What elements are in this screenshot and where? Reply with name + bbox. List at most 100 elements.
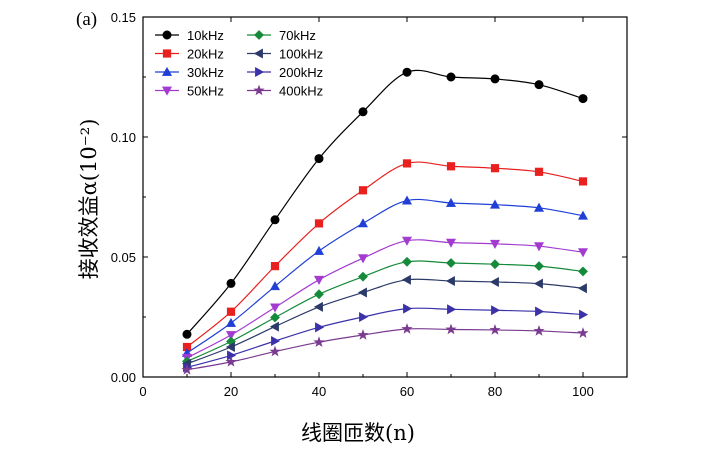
data-point bbox=[445, 238, 457, 248]
data-point bbox=[401, 236, 413, 246]
data-point bbox=[225, 355, 237, 367]
legend-label: 50kHz bbox=[187, 84, 224, 99]
data-point bbox=[358, 186, 368, 195]
legend-marker bbox=[161, 66, 173, 76]
data-point bbox=[182, 329, 192, 339]
legend-item-10kHz: 10kHz bbox=[155, 28, 224, 43]
data-point bbox=[313, 245, 325, 255]
series-line bbox=[186, 198, 584, 354]
x-tick-label: 80 bbox=[488, 384, 502, 399]
series-400kHz bbox=[181, 323, 589, 375]
x-tick-label: 60 bbox=[400, 384, 414, 399]
data-point bbox=[578, 94, 588, 104]
legend-label: 100kHz bbox=[279, 47, 323, 62]
data-point bbox=[226, 307, 236, 316]
legend-marker bbox=[255, 66, 265, 78]
data-point bbox=[401, 274, 411, 285]
x-tick-label: 0 bbox=[139, 384, 146, 399]
series-30kHz bbox=[181, 195, 589, 357]
series-10kHz bbox=[182, 67, 588, 339]
x-tick-label: 40 bbox=[312, 384, 326, 399]
data-point bbox=[402, 159, 412, 168]
legend-label: 30kHz bbox=[187, 65, 224, 80]
data-point bbox=[579, 309, 589, 320]
data-point bbox=[402, 256, 412, 267]
series-line bbox=[186, 260, 584, 362]
series-70kHz bbox=[182, 256, 588, 367]
series-line bbox=[186, 239, 584, 359]
series-50kHz bbox=[181, 236, 589, 363]
data-point bbox=[402, 67, 412, 77]
y-tick-label: 0.15 bbox=[111, 10, 136, 25]
data-point bbox=[401, 323, 413, 334]
data-point bbox=[445, 275, 455, 287]
data-point bbox=[358, 271, 368, 282]
data-point bbox=[181, 363, 193, 375]
data-point bbox=[357, 218, 369, 228]
series-line bbox=[186, 161, 584, 348]
data-point bbox=[313, 301, 323, 312]
data-point bbox=[271, 335, 281, 347]
data-point bbox=[357, 329, 369, 340]
data-point bbox=[533, 278, 543, 289]
data-point bbox=[403, 303, 413, 314]
y-tick-label: 0.10 bbox=[111, 130, 136, 145]
legend-item-200kHz: 200kHz bbox=[247, 65, 323, 80]
data-point bbox=[489, 324, 501, 335]
data-point bbox=[489, 239, 501, 249]
data-point bbox=[269, 345, 281, 357]
data-point bbox=[358, 107, 368, 117]
data-point bbox=[489, 276, 499, 287]
data-point bbox=[577, 248, 589, 258]
x-tick-label: 20 bbox=[224, 384, 238, 399]
data-point bbox=[490, 259, 500, 270]
legend-item-30kHz: 30kHz bbox=[155, 65, 224, 80]
legend-marker bbox=[162, 49, 172, 58]
data-point bbox=[447, 304, 457, 315]
data-point bbox=[270, 262, 280, 271]
data-point bbox=[578, 177, 588, 186]
data-point bbox=[577, 210, 589, 220]
legend-label: 20kHz bbox=[187, 47, 224, 62]
data-point bbox=[489, 199, 501, 209]
data-point bbox=[578, 266, 588, 277]
y-tick-label: 0.00 bbox=[111, 370, 136, 385]
data-point bbox=[446, 72, 456, 82]
x-axis-label: 线圈匝数(n) bbox=[301, 421, 415, 445]
legend-item-50kHz: 50kHz bbox=[155, 84, 224, 99]
series-line bbox=[186, 278, 584, 365]
series-line bbox=[186, 328, 584, 371]
data-point bbox=[534, 261, 544, 272]
y-tick-label: 0.05 bbox=[111, 250, 136, 265]
data-point bbox=[270, 312, 280, 323]
data-point bbox=[225, 317, 237, 327]
data-point bbox=[315, 322, 325, 333]
data-point bbox=[269, 303, 281, 313]
data-point bbox=[446, 258, 456, 268]
data-point bbox=[491, 305, 501, 316]
data-point bbox=[269, 321, 279, 332]
data-point bbox=[401, 195, 413, 205]
legend-marker bbox=[162, 30, 172, 40]
data-point bbox=[225, 331, 237, 341]
legend-item-400kHz: 400kHz bbox=[247, 84, 323, 99]
legend-label: 70kHz bbox=[279, 28, 316, 43]
panel-label: (a) bbox=[76, 9, 97, 30]
data-point bbox=[577, 327, 589, 338]
data-point bbox=[313, 336, 325, 347]
data-point bbox=[226, 278, 236, 288]
data-point bbox=[534, 167, 544, 176]
data-point bbox=[446, 162, 456, 171]
series-line bbox=[186, 307, 584, 368]
data-point bbox=[314, 154, 324, 164]
legend-item-70kHz: 70kHz bbox=[247, 28, 316, 43]
legend-item-100kHz: 100kHz bbox=[247, 47, 323, 62]
data-point bbox=[269, 281, 281, 291]
legend-marker bbox=[161, 86, 173, 96]
legend-label: 400kHz bbox=[279, 84, 323, 99]
data-point bbox=[534, 80, 544, 90]
data-point bbox=[533, 202, 545, 212]
series-line bbox=[186, 69, 584, 335]
legend-label: 200kHz bbox=[279, 65, 323, 80]
